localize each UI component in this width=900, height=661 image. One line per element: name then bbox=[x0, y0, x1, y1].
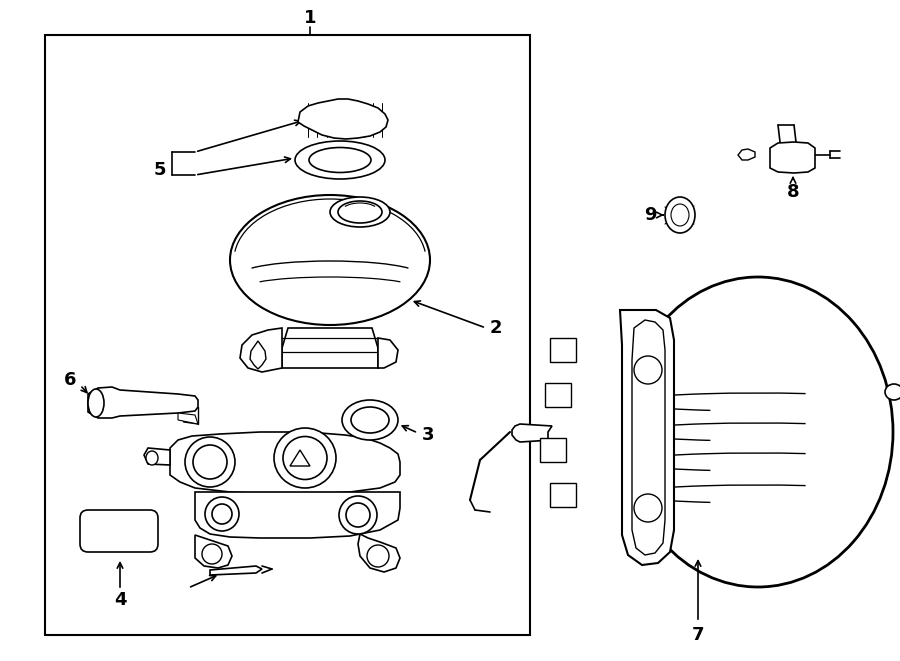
Polygon shape bbox=[170, 432, 400, 494]
Polygon shape bbox=[144, 448, 170, 465]
Ellipse shape bbox=[367, 545, 389, 567]
Text: 6: 6 bbox=[64, 371, 76, 389]
Ellipse shape bbox=[295, 141, 385, 179]
Polygon shape bbox=[550, 338, 576, 362]
Polygon shape bbox=[545, 383, 571, 407]
Ellipse shape bbox=[283, 436, 327, 479]
Ellipse shape bbox=[193, 445, 227, 479]
Text: 7: 7 bbox=[692, 626, 704, 644]
Ellipse shape bbox=[88, 389, 104, 417]
Ellipse shape bbox=[885, 384, 900, 400]
Ellipse shape bbox=[330, 197, 390, 227]
Ellipse shape bbox=[185, 437, 235, 487]
Polygon shape bbox=[290, 450, 310, 466]
Ellipse shape bbox=[309, 147, 371, 173]
Polygon shape bbox=[358, 534, 400, 572]
Ellipse shape bbox=[671, 204, 689, 226]
Polygon shape bbox=[178, 413, 198, 424]
Ellipse shape bbox=[342, 400, 398, 440]
Ellipse shape bbox=[212, 504, 232, 524]
Text: 1: 1 bbox=[304, 9, 316, 27]
Ellipse shape bbox=[274, 428, 336, 488]
Text: 2: 2 bbox=[490, 319, 502, 337]
Ellipse shape bbox=[230, 195, 430, 325]
Polygon shape bbox=[195, 535, 232, 568]
Polygon shape bbox=[298, 99, 388, 139]
Ellipse shape bbox=[351, 407, 389, 433]
Polygon shape bbox=[738, 149, 755, 160]
Polygon shape bbox=[210, 566, 262, 575]
Text: 9: 9 bbox=[644, 206, 656, 224]
Ellipse shape bbox=[205, 497, 239, 531]
Ellipse shape bbox=[665, 197, 695, 233]
Ellipse shape bbox=[634, 356, 662, 384]
Ellipse shape bbox=[339, 496, 377, 534]
FancyBboxPatch shape bbox=[80, 510, 158, 552]
Text: 8: 8 bbox=[787, 183, 799, 201]
Polygon shape bbox=[282, 328, 378, 368]
Ellipse shape bbox=[634, 494, 662, 522]
Polygon shape bbox=[88, 387, 198, 418]
Ellipse shape bbox=[623, 277, 893, 587]
Polygon shape bbox=[195, 492, 400, 538]
Polygon shape bbox=[378, 338, 398, 368]
Polygon shape bbox=[540, 438, 566, 462]
Text: 3: 3 bbox=[422, 426, 434, 444]
Ellipse shape bbox=[202, 544, 222, 564]
Polygon shape bbox=[770, 142, 815, 173]
Ellipse shape bbox=[338, 201, 382, 223]
Bar bbox=[45, 35, 530, 635]
Ellipse shape bbox=[146, 451, 158, 465]
Polygon shape bbox=[550, 483, 576, 507]
Polygon shape bbox=[512, 424, 560, 448]
Ellipse shape bbox=[346, 503, 370, 527]
Text: 5: 5 bbox=[154, 161, 166, 179]
Polygon shape bbox=[632, 320, 665, 555]
Polygon shape bbox=[240, 328, 282, 372]
Text: 4: 4 bbox=[113, 591, 126, 609]
Polygon shape bbox=[250, 341, 266, 369]
Polygon shape bbox=[620, 310, 674, 565]
